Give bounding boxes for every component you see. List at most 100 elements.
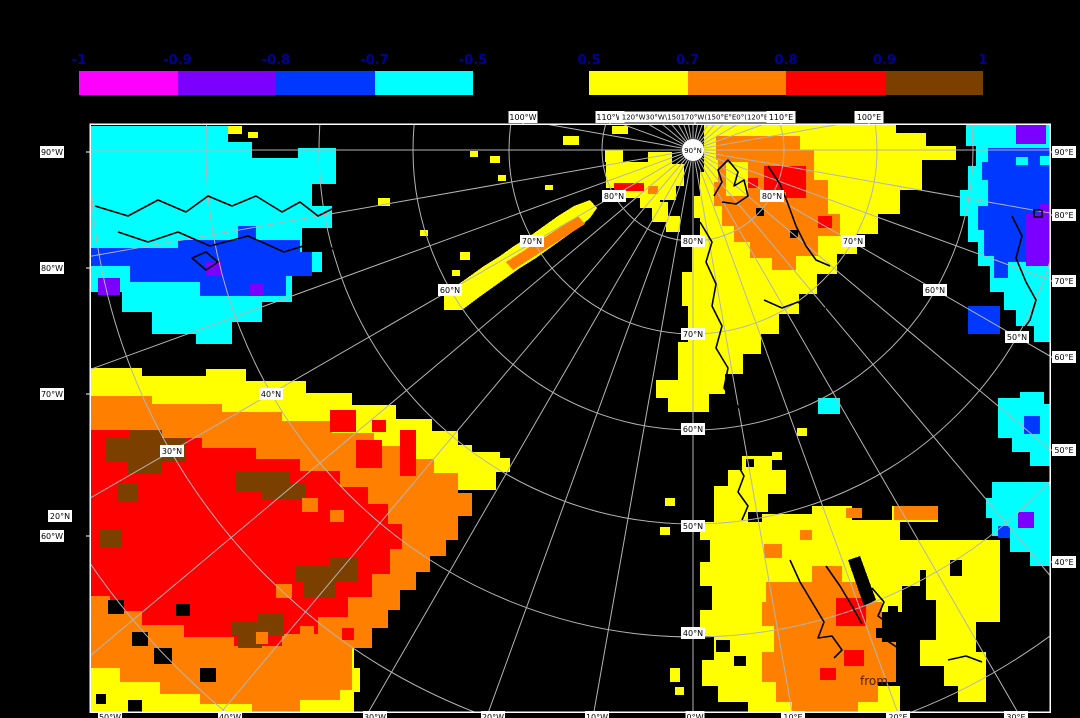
colorbar-positive: 0.5 0.7 0.8 0.9 1 — [577, 53, 988, 95]
lon-label-bottom: 10°W — [585, 711, 609, 718]
region-east-cyan-2-purple — [1018, 512, 1034, 528]
region-europe-yellow-uk — [714, 456, 786, 526]
region-east-cyan-2-blue — [998, 526, 1010, 538]
region-sw-red-cell-1 — [330, 410, 356, 432]
map-frame — [89, 123, 1051, 713]
coast-adriatic — [825, 565, 863, 625]
lon-label-right: 90°E — [1052, 146, 1076, 158]
lon-label-left: 90°W — [40, 146, 64, 158]
region-sw-brown-2 — [118, 484, 138, 501]
colorbar-segment — [687, 71, 786, 95]
svg-text:80°N: 80°N — [604, 192, 624, 201]
svg-text:10°E: 10°E — [783, 713, 802, 718]
colorbar-segment — [276, 71, 375, 95]
region-hudson-purple-1 — [98, 278, 120, 295]
pole-label: 90°N — [684, 147, 702, 155]
region-europe-yellow-east — [920, 540, 1000, 666]
lat-label: 40°N — [259, 388, 283, 400]
shaded-regions-layer — [90, 124, 1050, 712]
meridian-line — [687, 124, 694, 151]
region-europe-black-4 — [888, 606, 898, 618]
region-sw-black-notch-6 — [96, 694, 106, 704]
coast-italy — [789, 559, 843, 659]
colorbar-tick-label: 0.8 — [774, 53, 798, 68]
colorbar-segment — [884, 71, 983, 95]
region-dot-yellow-19 — [797, 428, 807, 436]
region-sw-red-cell-3 — [400, 430, 416, 476]
svg-text:80°W: 80°W — [41, 264, 63, 273]
region-sw-brown-4 — [236, 472, 306, 500]
svg-text:60°N: 60°N — [440, 286, 460, 295]
svg-text:70°W: 70°W — [41, 390, 63, 399]
svg-text:80°N: 80°N — [762, 192, 782, 201]
svg-text:110°E: 110°E — [769, 113, 793, 122]
coast-island-loop — [1033, 209, 1043, 218]
lon-label-left: 60°W — [40, 530, 64, 542]
svg-text:20°E: 20°E — [888, 713, 907, 718]
meridian-line — [683, 124, 694, 151]
region-sw-orange-cell-4 — [300, 626, 314, 638]
coast-kamchatka — [1011, 215, 1037, 335]
region-europe-black-6 — [876, 628, 884, 638]
svg-text:50°N: 50°N — [1007, 333, 1027, 342]
region-dot-yellow-5 — [498, 175, 506, 181]
coast-britain — [735, 461, 749, 521]
lon-label-right: 40°E — [1052, 556, 1076, 568]
colorbar-segment — [79, 71, 178, 95]
lon-label-left: 80°W — [40, 262, 64, 274]
meridian-line — [220, 149, 694, 712]
region-dot-yellow-15 — [665, 498, 675, 506]
svg-text:100°W: 100°W — [509, 113, 536, 122]
svg-text:40°N: 40°N — [261, 390, 281, 399]
svg-text:110°W: 110°W — [596, 113, 623, 122]
region-ne-cyan-cell-1 — [1040, 156, 1050, 165]
region-dot-yellow-17 — [670, 668, 680, 682]
region-dot-yellow-6 — [545, 185, 553, 190]
svg-text:70°N: 70°N — [683, 330, 703, 339]
svg-text:70°N: 70°N — [843, 237, 863, 246]
watermark-text: from — [860, 674, 888, 688]
region-europe-black-7 — [950, 560, 962, 576]
region-dot-yellow-3 — [490, 156, 500, 163]
meridian-line — [692, 149, 1050, 281]
region-sw-red-cell-6 — [342, 628, 354, 640]
region-hudson-blue — [90, 226, 312, 296]
region-europe-black-1 — [716, 640, 730, 652]
coast-greece-1 — [871, 587, 899, 649]
region-sw-black-notch-5 — [200, 668, 216, 682]
region-europe-black-2 — [734, 656, 746, 666]
lat-label: 50°N — [1005, 331, 1029, 343]
coast-crete — [947, 655, 983, 663]
svg-text:20°N: 20°N — [50, 512, 70, 521]
colorbar-segment — [786, 71, 885, 95]
colorbar-segment — [374, 71, 473, 95]
coast-hudson-island — [191, 251, 219, 271]
meridian-line — [367, 149, 694, 712]
region-europe-red-cell-2 — [844, 650, 864, 666]
region-sw-red-cell-4 — [372, 420, 386, 432]
lon-label-bottom: 30°W — [363, 711, 387, 718]
coastline-layer — [94, 159, 1043, 663]
region-hudson-purple-3 — [250, 284, 264, 296]
meridian-line — [692, 149, 1050, 577]
svg-text:70°N: 70°N — [522, 237, 542, 246]
colorbar-tick-label: 0.9 — [872, 53, 897, 68]
lon-label-right: 50°E — [1052, 444, 1076, 456]
region-europe-orange-band — [894, 506, 938, 520]
coast-kola — [763, 299, 827, 315]
pole-marker: 90°N — [682, 139, 704, 161]
region-sw-orange-bottom — [224, 664, 352, 712]
lon-label-top: 110°E — [766, 111, 796, 123]
lat-label: 40°N — [681, 627, 705, 639]
colorbar-negative: -1 -0.9 -0.8 -0.7 -0.5 — [72, 53, 487, 95]
region-europe-black-5 — [902, 620, 912, 630]
region-sw-orange-cell-1 — [302, 498, 318, 512]
region-east-cyan-small — [818, 398, 840, 414]
svg-text:60°W: 60°W — [41, 532, 63, 541]
lat-label: 60°N — [923, 284, 947, 296]
meridian-line — [692, 149, 1050, 451]
region-europe-yellow-crete — [944, 652, 986, 702]
region-sw-brown-6 — [232, 614, 284, 648]
svg-text:30°W: 30°W — [364, 713, 386, 718]
